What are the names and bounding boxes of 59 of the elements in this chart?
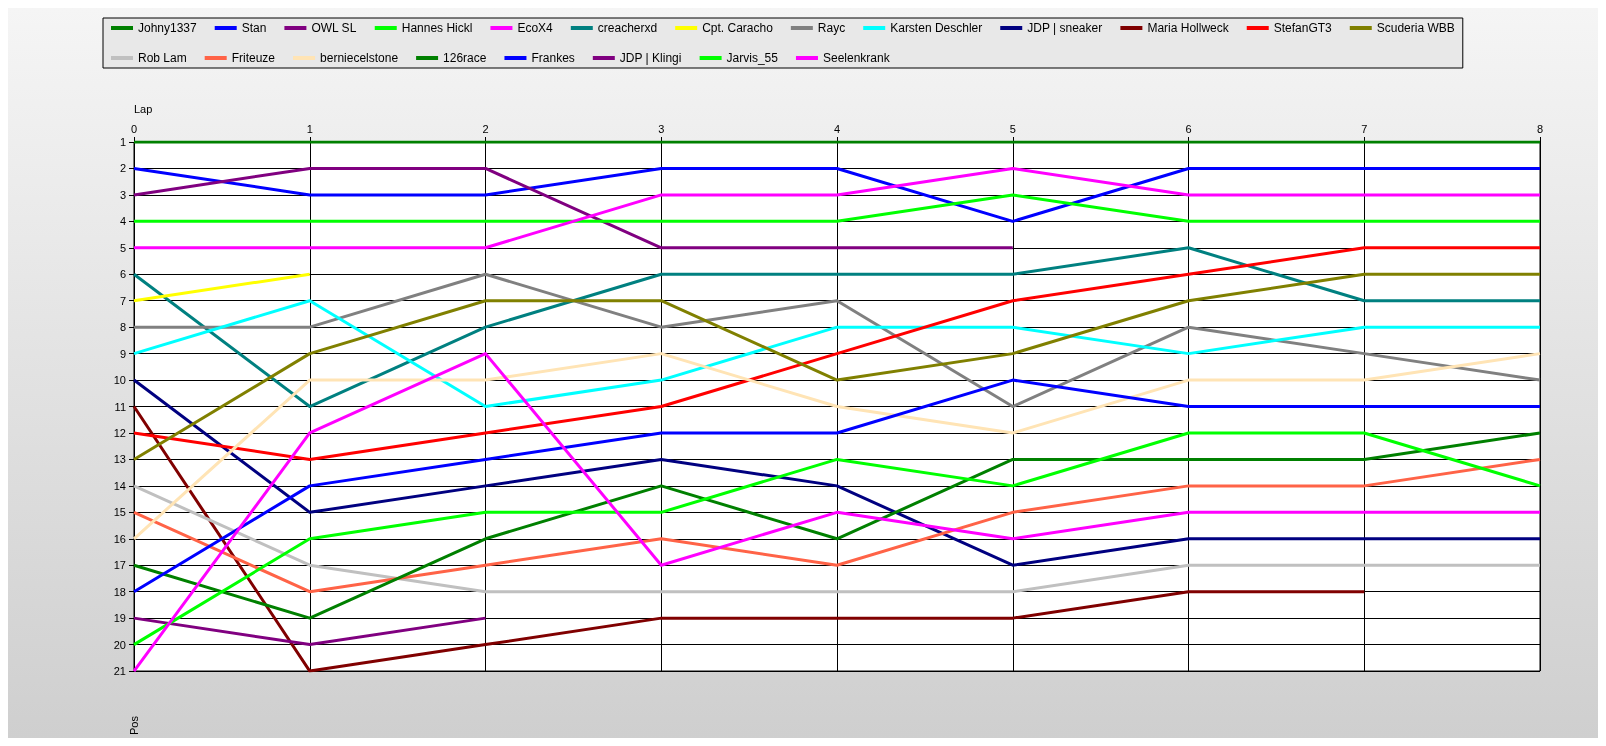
line-series [132,272,1542,409]
line-series [132,352,1542,541]
x-tick-label: 7 [1361,122,1368,135]
legend-label: creacherxd [597,21,658,35]
y-tick-label: 10 [113,374,126,387]
y-tick-label: 21 [113,665,126,678]
legend-label: Maria Hollweck [1147,21,1230,35]
y-tick-label: 17 [113,559,126,572]
legend-label: Stan [241,21,267,35]
y-tick-label: 13 [113,453,126,466]
x-tick-label: 2 [482,122,489,135]
y-tick-label: 19 [113,612,126,625]
legend-label: OWL SL [311,21,357,35]
y-tick-label: 18 [113,585,126,598]
y-tick-label: 15 [113,506,126,519]
legend-label: Seelenkrank [822,51,891,65]
x-tick-label: 0 [130,122,138,135]
y-tick-label: 4 [119,215,126,228]
x-tick-label: 3 [658,122,665,135]
x-tick-label: 8 [1536,122,1544,135]
legend-label: Rayc [817,21,846,35]
x-tick-label: 4 [833,122,841,135]
legend-label: 126race [443,51,487,65]
x-tick-label: 6 [1185,122,1192,135]
legend-label: Rob Lam [138,51,187,65]
y-tick-label: 12 [113,426,126,439]
y-tick-label: 6 [119,268,126,281]
legend-label: StefanGT3 [1273,21,1333,35]
y-tick-label: 3 [119,188,126,201]
y-tick-label: 16 [113,532,126,545]
y-tick-label: 11 [114,400,126,413]
y-tick-label: 14 [113,479,126,492]
line-series [132,457,1542,594]
legend-label: JDP | Klingi [619,51,682,65]
y-tick-label: 2 [119,162,126,175]
legend-label: berniecelstone [320,51,399,65]
legend-label: Friteuze [231,51,276,65]
x-tick-label: 5 [1009,122,1016,135]
line-series [132,246,1542,409]
y-tick-label: 5 [119,241,126,254]
line-series [132,405,1366,673]
y-axis-title: Pos [128,715,140,736]
legend-label: Hannes Hickl [401,21,473,35]
legend-label: Frankes [531,51,575,65]
legend-label: Cpt. Caracho [702,21,774,35]
legend-label: Scuderia WBB [1376,21,1455,35]
y-tick-label: 9 [119,347,126,360]
y-tick-label: 1 [119,136,126,148]
legend-label: Jarvis_55 [726,51,779,65]
x-axis-title: Lap [134,102,153,115]
y-tick-label: 20 [113,638,126,651]
legend-label: JDP | sneaker [1027,21,1103,35]
y-tick-label: 7 [119,294,126,307]
legend-label: Karsten Deschler [890,21,983,35]
legend-label: EcoX4 [517,21,554,35]
legend-label: Johny1337 [138,21,198,35]
y-tick-label: 8 [119,321,126,334]
line-series [132,299,1542,409]
x-tick-label: 1 [306,122,313,135]
